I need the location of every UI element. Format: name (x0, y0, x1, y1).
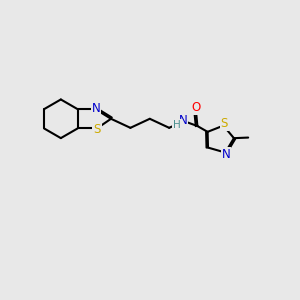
Text: N: N (221, 148, 230, 161)
Text: N: N (179, 114, 188, 127)
Text: S: S (220, 117, 228, 130)
Text: O: O (191, 101, 200, 114)
Text: S: S (93, 122, 100, 136)
Text: N: N (92, 102, 100, 115)
Text: H: H (173, 120, 181, 130)
